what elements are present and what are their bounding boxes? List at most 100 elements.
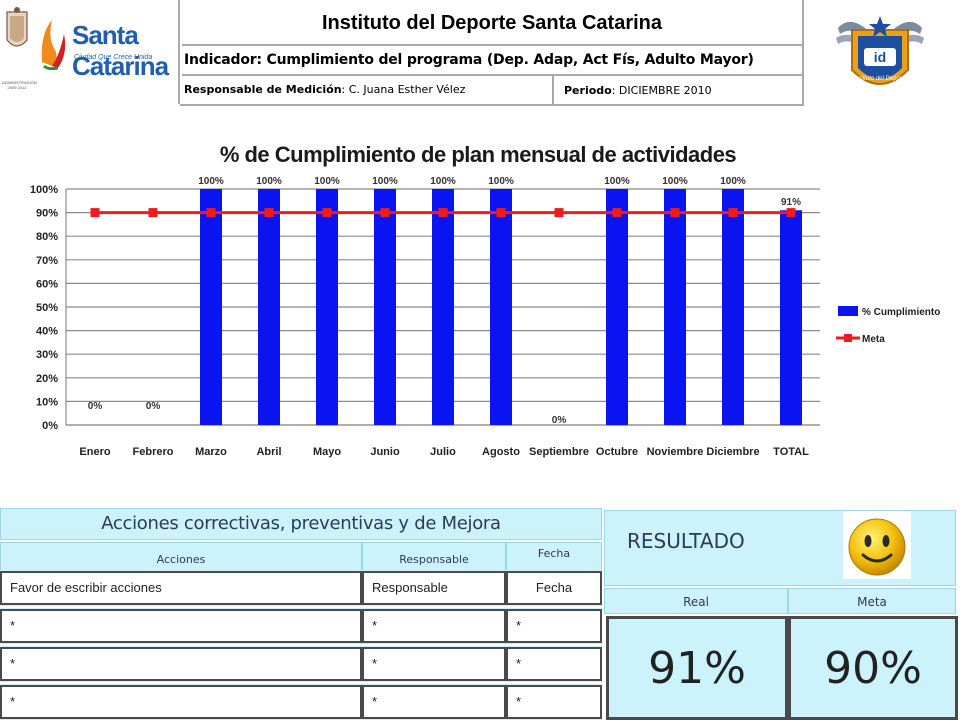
meta-marker bbox=[728, 208, 738, 218]
meta-marker bbox=[786, 208, 796, 218]
responsible-field: Responsable de Medición: C. Juana Esther… bbox=[182, 76, 554, 104]
result-panel: RESULTADO Real Meta 91% 90% bbox=[604, 510, 960, 720]
responsible-cell[interactable]: * bbox=[362, 609, 506, 643]
meta-marker bbox=[554, 208, 564, 218]
santa-catarina-logo: ADMINISTRACIÓN 2009 2012 Santa Catarina … bbox=[0, 0, 180, 104]
responsible-cell[interactable]: * bbox=[362, 685, 506, 719]
date-cell[interactable]: * bbox=[506, 647, 602, 681]
data-label: 100% bbox=[372, 176, 398, 187]
responsible-cell[interactable]: * bbox=[362, 647, 506, 681]
col-header-actions: Acciones bbox=[0, 542, 362, 572]
smiley-face-icon bbox=[843, 511, 911, 579]
data-label: 0% bbox=[88, 401, 103, 412]
santa-catarina-mark-icon bbox=[41, 20, 66, 70]
meta-marker bbox=[670, 208, 680, 218]
meta-marker bbox=[148, 208, 158, 218]
actions-table: Acciones correctivas, preventivas y de M… bbox=[0, 508, 602, 720]
x-tick-label: Febrero bbox=[133, 446, 174, 458]
legend-swatch-cumplimiento bbox=[838, 306, 858, 316]
compliance-chart: % de Cumplimiento de plan mensual de act… bbox=[0, 132, 960, 472]
santa-catarina-logo-text: Santa Catarina bbox=[72, 20, 169, 81]
x-tick-label: Junio bbox=[370, 446, 400, 458]
y-tick-label: 90% bbox=[36, 208, 58, 220]
right-logo-text: Instituto del Deporte bbox=[853, 76, 907, 82]
indicator-label: Indicador: Cumplimiento del programa (De… bbox=[182, 46, 802, 76]
meta-marker bbox=[612, 208, 622, 218]
action-cell[interactable]: * bbox=[0, 685, 362, 719]
date-cell[interactable]: Fecha bbox=[506, 571, 602, 605]
data-label: 100% bbox=[604, 176, 630, 187]
x-tick-label: Abril bbox=[256, 446, 281, 458]
meta-marker bbox=[264, 208, 274, 218]
x-tick-label: Enero bbox=[79, 446, 110, 458]
x-tick-label: Agosto bbox=[482, 446, 520, 458]
data-label: 100% bbox=[430, 176, 456, 187]
real-value: 91% bbox=[606, 616, 788, 720]
x-tick-label: Noviembre bbox=[647, 446, 704, 458]
action-cell[interactable]: * bbox=[0, 609, 362, 643]
bar bbox=[374, 189, 396, 425]
meta-value: 90% bbox=[788, 616, 958, 720]
meta-marker bbox=[380, 208, 390, 218]
legend-label-cumplimiento: % Cumplimiento bbox=[862, 307, 940, 318]
chart-svg: % de Cumplimiento de plan mensual de act… bbox=[30, 142, 940, 458]
col-header-responsible: Responsable bbox=[362, 542, 506, 572]
x-tick-label: Septiembre bbox=[529, 446, 589, 458]
actions-title: Acciones correctivas, preventivas y de M… bbox=[0, 508, 602, 540]
data-label: 100% bbox=[256, 176, 282, 187]
date-cell[interactable]: * bbox=[506, 685, 602, 719]
y-tick-label: 60% bbox=[36, 278, 58, 290]
data-label: 0% bbox=[552, 415, 567, 426]
x-tick-label: Diciembre bbox=[706, 446, 759, 458]
y-tick-label: 0% bbox=[42, 420, 58, 432]
y-tick-label: 20% bbox=[36, 373, 58, 385]
y-tick-label: 80% bbox=[36, 231, 58, 243]
santa-catarina-slogan: Ciudad Que Crece Unida bbox=[74, 54, 153, 61]
legend-label-meta: Meta bbox=[862, 334, 885, 345]
y-tick-label: 100% bbox=[30, 184, 58, 196]
x-tick-label: TOTAL bbox=[773, 446, 809, 458]
coat-of-arms-icon bbox=[6, 7, 28, 47]
period-field: Periodo: DICIEMBRE 2010 bbox=[564, 84, 712, 97]
col-header-date: Fecha bbox=[506, 542, 602, 572]
x-tick-label: Mayo bbox=[313, 446, 341, 458]
meta-marker bbox=[496, 208, 506, 218]
x-tick-label: Marzo bbox=[195, 446, 227, 458]
action-cell[interactable]: * bbox=[0, 647, 362, 681]
legend-marker-meta bbox=[844, 334, 852, 342]
admin-period-text: ADMINISTRACIÓN 2009 2012 bbox=[2, 80, 37, 90]
header-divider bbox=[802, 0, 804, 104]
responsible-cell[interactable]: Responsable bbox=[362, 571, 506, 605]
bar bbox=[606, 189, 628, 425]
instituto-deporte-logo: id Instituto del Deporte bbox=[836, 16, 924, 85]
y-tick-label: 70% bbox=[36, 255, 58, 267]
action-cell[interactable]: Favor de escribir acciones bbox=[0, 571, 362, 605]
data-label: 100% bbox=[198, 176, 224, 187]
real-label: Real bbox=[604, 588, 788, 614]
responsible-value: C. Juana Esther Vélez bbox=[348, 83, 466, 96]
date-cell[interactable]: * bbox=[506, 609, 602, 643]
bar bbox=[200, 189, 222, 425]
bar bbox=[258, 189, 280, 425]
result-header: RESULTADO bbox=[604, 510, 956, 586]
y-tick-label: 50% bbox=[36, 302, 58, 314]
chart-title: % de Cumplimiento de plan mensual de act… bbox=[220, 142, 737, 167]
x-tick-label: Julio bbox=[430, 446, 456, 458]
y-tick-label: 10% bbox=[36, 396, 58, 408]
period-value: DICIEMBRE 2010 bbox=[618, 84, 712, 97]
data-label: 0% bbox=[146, 401, 161, 412]
bar bbox=[490, 189, 512, 425]
svg-text:id: id bbox=[874, 49, 886, 65]
meta-marker bbox=[206, 208, 216, 218]
period-label: Periodo bbox=[564, 84, 612, 97]
x-tick-label: Octubre bbox=[596, 446, 638, 458]
data-label: 100% bbox=[314, 176, 340, 187]
bar bbox=[664, 189, 686, 425]
data-label: 91% bbox=[781, 197, 801, 208]
data-label: 100% bbox=[720, 176, 746, 187]
meta-marker bbox=[438, 208, 448, 218]
meta-marker bbox=[90, 208, 100, 218]
institute-title: Instituto del Deporte Santa Catarina bbox=[182, 0, 802, 46]
meta-label: Meta bbox=[788, 588, 956, 614]
